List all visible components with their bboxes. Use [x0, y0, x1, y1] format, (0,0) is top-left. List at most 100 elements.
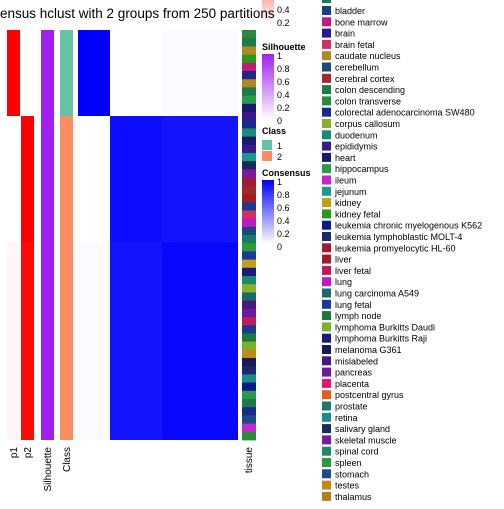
- tissue-legend-swatch: [322, 130, 331, 140]
- p2-cell: [21, 116, 34, 242]
- tissue-legend-swatch: [322, 254, 331, 264]
- class-legend-swatch: [262, 140, 272, 150]
- tissue-legend-label: epididymis: [335, 142, 378, 152]
- tissue-legend-swatch: [322, 265, 331, 275]
- consensus-cell: [110, 30, 162, 116]
- p-legend-bar: [262, 0, 274, 24]
- consensus-legend-tick: 0.8: [277, 190, 290, 200]
- tissue-legend-swatch: [322, 0, 331, 3]
- consensus-legend-bar: [262, 180, 274, 244]
- consensus-legend-tick: 0: [277, 242, 282, 252]
- tissue-cell: [242, 202, 256, 211]
- tissue-legend-label: bladder: [335, 6, 365, 16]
- tissue-cell: [242, 103, 256, 113]
- tissue-cell: [242, 423, 256, 433]
- silhouette-cell: [41, 242, 54, 440]
- tissue-cell: [242, 267, 256, 277]
- tissue-cell: [242, 431, 256, 441]
- tissue-cell: [242, 87, 256, 96]
- tissue-cell: [242, 292, 256, 301]
- tissue-legend-swatch: [322, 356, 331, 366]
- tissue-legend-swatch: [322, 28, 331, 38]
- tissue-cell: [242, 46, 256, 55]
- tissue-legend-swatch: [322, 141, 331, 151]
- tissue-legend-swatch: [322, 378, 331, 388]
- tissue-legend-swatch: [322, 17, 331, 27]
- bottom-axis-label: p2: [23, 447, 34, 459]
- tissue-legend-label: liver: [335, 255, 352, 265]
- p1-cell: [7, 116, 20, 242]
- consensus-legend-tick: 0.2: [277, 229, 290, 239]
- p1-cell: [7, 30, 20, 116]
- tissue-legend-swatch: [322, 333, 331, 343]
- tissue-cell: [242, 300, 256, 310]
- tissue-legend-label: brain fetal: [335, 40, 375, 50]
- silhouette-legend-tick: 0.2: [277, 103, 290, 113]
- tissue-cell: [242, 399, 256, 408]
- tissue-legend-swatch: [322, 367, 331, 377]
- tissue-cell: [242, 95, 256, 105]
- tissue-legend-swatch: [322, 390, 331, 400]
- tissue-legend-label: bone marrow: [335, 17, 388, 27]
- tissue-legend-swatch: [322, 220, 331, 230]
- silhouette-legend-tick: 0: [277, 116, 282, 126]
- tissue-legend-label: lymphoma Burkitts Daudi: [335, 322, 435, 332]
- tissue-legend-label: liver fetal: [335, 266, 371, 276]
- tissue-legend-swatch: [322, 232, 331, 241]
- tissue-cell: [242, 226, 256, 236]
- silhouette-legend-bar: [262, 54, 274, 120]
- consensus-legend-title: Consensus: [262, 168, 311, 178]
- chart-title: ensus hclust with 2 groups from 250 part…: [0, 6, 275, 21]
- tissue-cell: [242, 333, 256, 342]
- tissue-legend-swatch: [322, 198, 331, 208]
- tissue-legend-label: duodenum: [335, 130, 378, 140]
- tissue-legend-label: jejunum: [334, 187, 367, 197]
- silhouette-legend-tick: 0.4: [277, 90, 290, 100]
- tissue-cell: [242, 341, 256, 351]
- silhouette-cell: [41, 116, 54, 242]
- tissue-cell: [242, 153, 256, 162]
- tissue-legend-label: kidney: [335, 198, 362, 208]
- tissue-legend-swatch: [322, 107, 331, 117]
- tissue-legend-swatch: [322, 322, 331, 332]
- tissue-legend-swatch: [322, 311, 331, 321]
- tissue-cell: [242, 390, 256, 400]
- consensus-cell: [78, 242, 110, 440]
- tissue-legend-label: leukemia chronic myelogenous K562: [335, 221, 482, 231]
- tissue-cell: [242, 415, 256, 424]
- tissue-legend-label: ileum: [335, 176, 357, 186]
- p2-cell: [21, 242, 34, 440]
- tissue-cell: [242, 218, 256, 228]
- tissue-legend-label: lung fetal: [335, 300, 372, 310]
- tissue-cell: [242, 259, 256, 269]
- tissue-legend-label: lung carcinoma A549: [335, 289, 419, 299]
- silhouette-legend-title: Silhouette: [262, 42, 306, 52]
- consensus-legend-tick: 0.6: [277, 203, 290, 213]
- tissue-cell: [242, 374, 256, 383]
- class-legend-label: 1: [277, 141, 282, 151]
- tissue-legend-label: stomach: [335, 469, 369, 479]
- tissue-cell: [242, 169, 256, 178]
- consensus-legend-tick: 1: [277, 177, 282, 187]
- tissue-cell: [242, 161, 256, 170]
- tissue-cell: [242, 79, 256, 88]
- silhouette-cell: [41, 30, 54, 116]
- tissue-legend-swatch: [322, 119, 331, 128]
- consensus-cell: [162, 242, 238, 440]
- tissue-cell: [242, 194, 256, 203]
- tissue-legend-label: mislabeled: [335, 356, 378, 366]
- tissue-legend-label: brain: [335, 29, 355, 39]
- tissue-legend-swatch: [322, 424, 331, 434]
- tissue-cell: [242, 284, 256, 293]
- class-legend-swatch: [262, 151, 272, 161]
- tissue-legend-swatch: [322, 152, 331, 162]
- tissue-legend-swatch: [322, 96, 331, 106]
- tissue-legend-label: thalamus: [335, 492, 372, 502]
- tissue-cell: [242, 62, 256, 72]
- tissue-legend-swatch: [322, 164, 331, 174]
- tissue-cell: [242, 120, 256, 129]
- consensus-cell: [110, 116, 162, 242]
- class-legend-label: 2: [277, 152, 282, 162]
- consensus-legend-tick: 0.4: [277, 216, 290, 226]
